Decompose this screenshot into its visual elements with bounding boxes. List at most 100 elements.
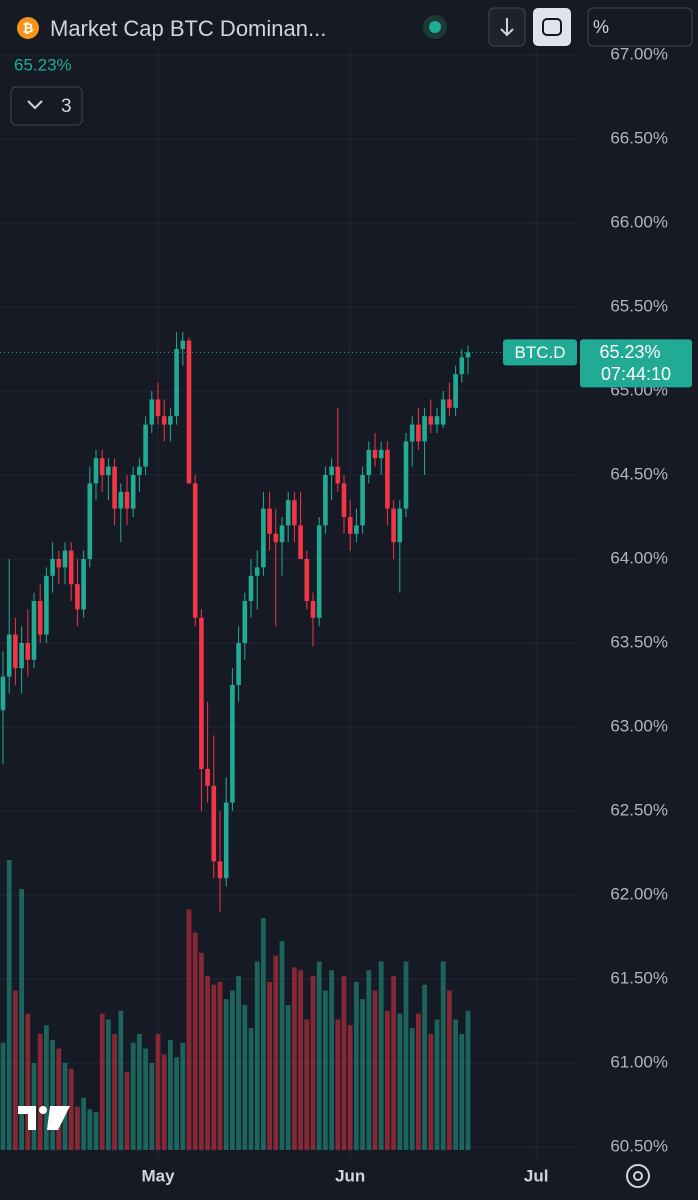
volume-bar (285, 1005, 291, 1150)
volume-bar (403, 961, 409, 1150)
indicators-toggle[interactable] (10, 86, 83, 126)
candle-body (261, 508, 266, 568)
x-tick-label: Jul (524, 1166, 549, 1185)
volume-bar (68, 1068, 74, 1150)
candle-body (205, 769, 210, 786)
candle-body (56, 559, 62, 568)
volume-bar (323, 990, 328, 1150)
price-tag-countdown: 07:44:10 (601, 364, 671, 384)
volume-bar (447, 990, 452, 1150)
y-tick-label: 62.00% (610, 884, 668, 903)
candle-body (385, 449, 390, 509)
volume-bar (19, 889, 24, 1150)
volume-bar (273, 955, 279, 1150)
candle-body (242, 601, 248, 643)
volume-bar (422, 984, 427, 1150)
volume-bar (118, 1010, 124, 1150)
candle-body (87, 483, 93, 559)
candle-body (248, 575, 254, 601)
candle-body (137, 466, 142, 475)
candle-body (267, 508, 272, 534)
candle-body (378, 449, 384, 459)
candle-body (347, 517, 353, 534)
candle-body (416, 424, 421, 442)
price-tag-value: 65.23% (599, 342, 660, 362)
y-tick-label: 66.50% (610, 128, 668, 147)
candle-body (155, 399, 161, 417)
volume-bar (335, 1019, 341, 1150)
candle-body (230, 685, 235, 803)
candle-body (37, 601, 43, 635)
logo-part (47, 1106, 70, 1130)
volume-bar (378, 961, 384, 1150)
candle-body (223, 802, 229, 879)
y-tick-label: 60.50% (610, 1136, 668, 1155)
candle-body (25, 643, 31, 660)
candle-body (459, 357, 465, 375)
candle-body (372, 449, 378, 459)
candle-body (186, 340, 192, 484)
y-tick-label: 67.00% (610, 44, 668, 63)
volume-bar (124, 1071, 130, 1150)
candle-body (93, 458, 99, 484)
volume-bar (99, 1013, 105, 1150)
candle-body (149, 399, 155, 425)
volume-bar (366, 970, 372, 1150)
candle-body (192, 483, 198, 618)
candle-body (31, 601, 37, 660)
header: ₿ Market Cap BTC Dominan... % (0, 0, 698, 48)
volume-bar (230, 990, 235, 1150)
candle-body (354, 525, 359, 534)
volume-bar (459, 1034, 465, 1150)
volume-bar (37, 1034, 43, 1150)
volume-bar (137, 1034, 142, 1150)
candle-body (403, 441, 409, 509)
layout-button[interactable] (533, 8, 571, 46)
candle-body (19, 643, 24, 669)
candle-body (360, 475, 365, 526)
candle-body (329, 466, 334, 475)
symbol-tag-label: BTC.D (515, 343, 566, 362)
status-dot (429, 21, 441, 33)
y-tick-label: 65.50% (610, 296, 668, 315)
symbol-title[interactable]: Market Cap BTC Dominan... (50, 16, 326, 41)
volume-bar (161, 1054, 167, 1150)
y-tick-label: 64.00% (610, 548, 668, 567)
volume-bar (192, 932, 198, 1150)
volume-bar (347, 1025, 353, 1150)
volume-bar (391, 976, 396, 1150)
volume-bar (292, 967, 297, 1150)
y-tick-label: 63.00% (610, 716, 668, 735)
candle-body (273, 533, 279, 543)
candle-body (428, 416, 434, 425)
volume-bar (174, 1057, 179, 1150)
volume-bar (248, 1028, 254, 1150)
last-value-header: 65.23% (14, 55, 72, 74)
volume-bar (242, 1005, 248, 1150)
candle-body (397, 508, 403, 543)
scale-select[interactable] (587, 7, 693, 47)
layout-icon (542, 18, 562, 36)
candle-body (254, 567, 260, 576)
candle-body (6, 634, 12, 677)
candle-body (236, 643, 241, 685)
volume-bar (75, 1106, 80, 1150)
candle-body (13, 634, 18, 669)
y-tick-label: 66.00% (610, 212, 668, 231)
candle-body (434, 416, 440, 425)
candle-body (304, 559, 310, 601)
candle-body (168, 416, 173, 425)
candle-body (118, 491, 124, 509)
candle-body (409, 424, 415, 442)
volume-bar (316, 961, 322, 1150)
candle-body (50, 559, 55, 576)
candle-body (298, 525, 303, 559)
candle-body (124, 491, 130, 509)
logo-part (39, 1106, 47, 1114)
volume-bar (261, 918, 266, 1150)
volume-bar (310, 976, 316, 1150)
volume-bar (254, 961, 260, 1150)
volume-bar (397, 1013, 403, 1150)
volume-bar (465, 1010, 471, 1150)
settings-button[interactable] (626, 1164, 650, 1188)
